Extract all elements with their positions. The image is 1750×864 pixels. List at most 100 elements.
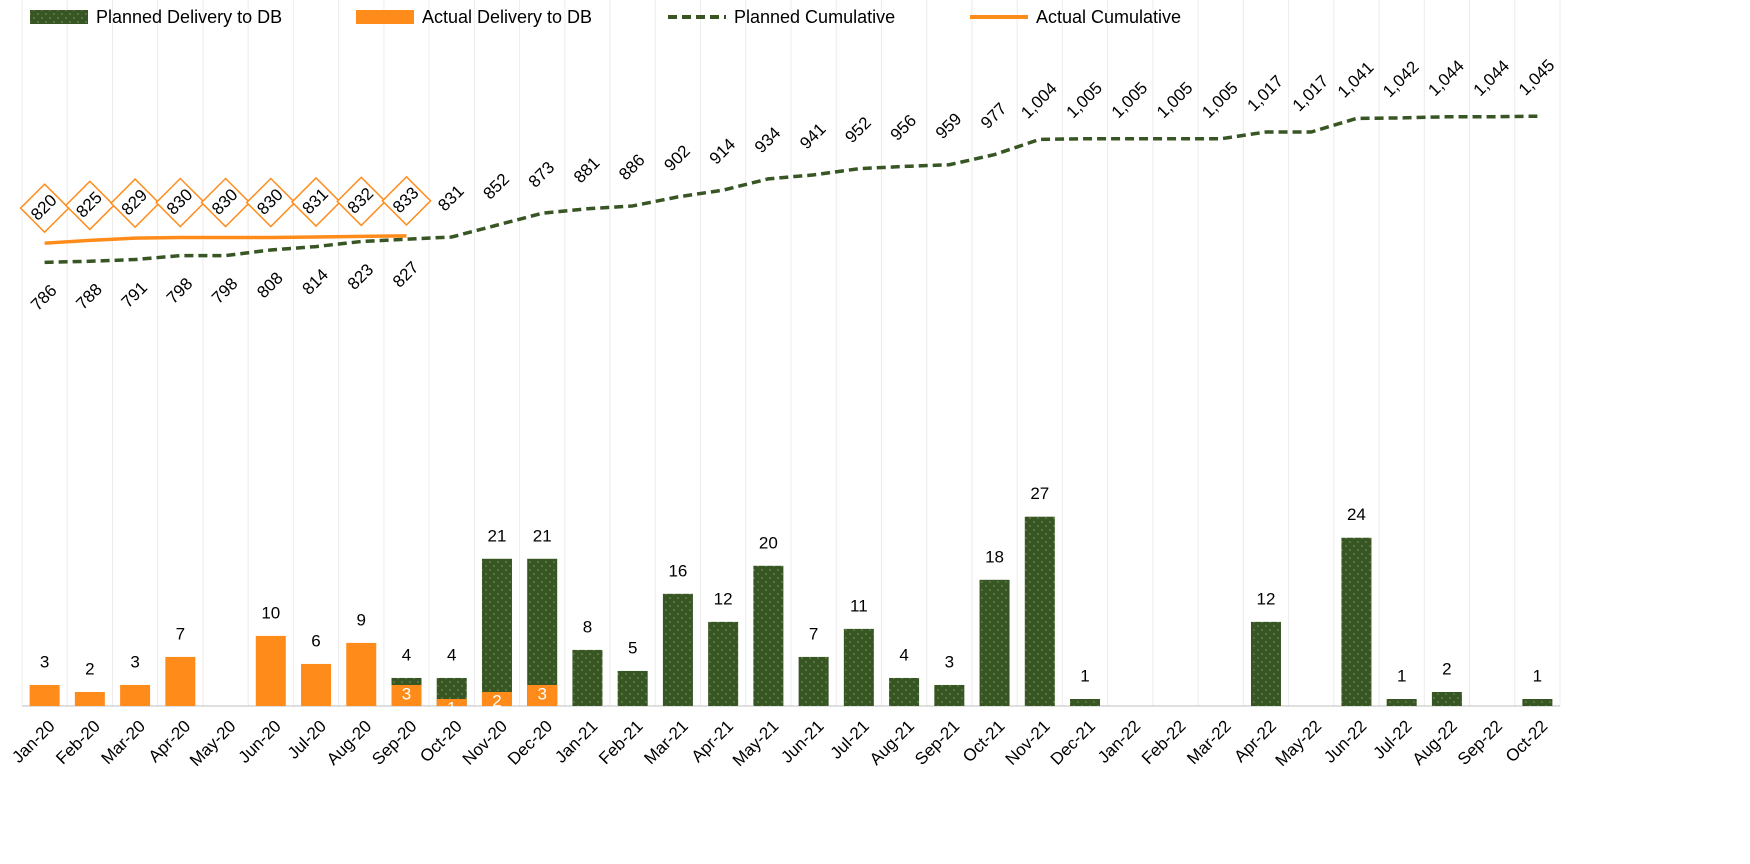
data-label: 786 — [27, 281, 60, 314]
data-label: 9 — [357, 610, 366, 629]
data-label: 1 — [1080, 666, 1089, 685]
data-label: 873 — [525, 158, 558, 191]
data-label: 1 — [1533, 666, 1542, 685]
data-label: 1 — [1397, 666, 1406, 685]
data-label-box: 833 — [381, 175, 432, 226]
data-label-box: 820 — [19, 183, 70, 234]
data-label: 3 — [945, 652, 954, 671]
data-label: 1,005 — [1108, 78, 1152, 122]
line — [44, 234, 407, 245]
data-label: 791 — [118, 278, 151, 311]
data-label: 2 — [1442, 659, 1451, 678]
data-label: 1,005 — [1153, 78, 1197, 122]
bar — [662, 593, 693, 706]
data-label: 18 — [985, 547, 1004, 566]
data-label: 814 — [299, 265, 332, 298]
bar — [436, 698, 467, 706]
bar — [1386, 698, 1417, 706]
data-label-box: 831 — [290, 176, 342, 228]
bar — [74, 691, 105, 706]
x-tick-label: Oct-21 — [959, 717, 1009, 767]
x-tick-label: Jan-22 — [1094, 717, 1144, 767]
data-label: 16 — [668, 561, 687, 580]
data-label: 1,005 — [1198, 78, 1242, 122]
data-label: 831 — [434, 182, 467, 215]
data-label: 881 — [570, 153, 603, 186]
x-tick-label: Aug-21 — [866, 717, 918, 769]
data-label: 7 — [809, 624, 818, 643]
bar — [798, 656, 829, 706]
data-label: 3 — [40, 652, 49, 671]
data-label: 852 — [480, 170, 513, 203]
bar — [572, 649, 603, 706]
data-label: 1,042 — [1379, 57, 1423, 101]
legend-label: Actual Delivery to DB — [422, 7, 592, 27]
data-label: 11 — [850, 596, 868, 615]
data-label: 1,004 — [1017, 79, 1061, 123]
data-label-box: 825 — [64, 180, 115, 231]
bar — [1431, 691, 1462, 706]
data-label: 1,044 — [1470, 56, 1514, 100]
bar — [527, 684, 558, 706]
data-label: 24 — [1347, 505, 1366, 524]
legend-swatch — [356, 10, 414, 24]
data-label: 1,017 — [1289, 72, 1333, 116]
x-tick-label: Feb-22 — [1138, 717, 1190, 769]
bar — [1341, 537, 1372, 706]
x-tick-label: May-22 — [1272, 717, 1326, 771]
bar — [120, 684, 151, 706]
x-tick-label: Jan-21 — [551, 717, 601, 767]
bar — [617, 670, 648, 706]
label-box — [109, 178, 161, 229]
bar — [934, 684, 965, 706]
data-label: 10 — [261, 603, 280, 622]
label-box — [19, 183, 70, 234]
label-box — [245, 177, 296, 228]
x-tick-label: Nov-20 — [459, 717, 511, 769]
legend-label: Planned Cumulative — [734, 7, 895, 27]
bar — [481, 558, 512, 706]
legend-swatch — [30, 10, 88, 24]
x-tick-label: Jun-22 — [1320, 717, 1370, 767]
x-tick-label: Jun-20 — [235, 717, 285, 767]
data-label: 934 — [751, 123, 784, 156]
data-label: 788 — [72, 280, 105, 313]
label-box — [336, 176, 387, 227]
data-label: 1,041 — [1334, 58, 1378, 102]
data-label: 886 — [615, 150, 648, 183]
bar — [1522, 698, 1553, 706]
x-tick-label: May-21 — [729, 717, 783, 771]
x-tick-label: Feb-21 — [595, 717, 647, 769]
data-label: 4 — [402, 645, 411, 664]
x-tick-label: Dec-21 — [1047, 717, 1099, 769]
data-label: 21 — [533, 526, 552, 545]
bar — [1070, 698, 1101, 706]
data-label: 2 — [85, 659, 94, 678]
bar — [708, 621, 739, 706]
data-label: 977 — [977, 99, 1010, 132]
x-tick-label: Nov-21 — [1002, 717, 1054, 769]
x-tick-label: Oct-22 — [1502, 717, 1552, 767]
x-tick-label: Dec-20 — [504, 717, 556, 769]
x-tick-label: Jan-20 — [8, 717, 58, 767]
data-label: 914 — [706, 135, 739, 168]
bar — [301, 663, 332, 706]
data-label: 8 — [583, 617, 592, 636]
data-label: 902 — [660, 141, 693, 174]
label-box — [64, 180, 115, 231]
data-label: 2 — [492, 691, 501, 710]
data-label: 798 — [163, 274, 196, 307]
bar — [29, 684, 60, 706]
bar — [165, 656, 196, 706]
data-label-box: 830 — [245, 177, 296, 228]
data-label-box: 832 — [336, 176, 387, 227]
data-label: 3 — [537, 684, 546, 703]
data-label: 27 — [1030, 484, 1049, 503]
data-label: 827 — [389, 258, 422, 291]
x-tick-label: Oct-20 — [416, 717, 466, 767]
x-tick-label: Mar-22 — [1183, 717, 1235, 769]
label-box — [155, 177, 206, 228]
data-label: 959 — [932, 109, 965, 142]
bar — [843, 628, 874, 706]
